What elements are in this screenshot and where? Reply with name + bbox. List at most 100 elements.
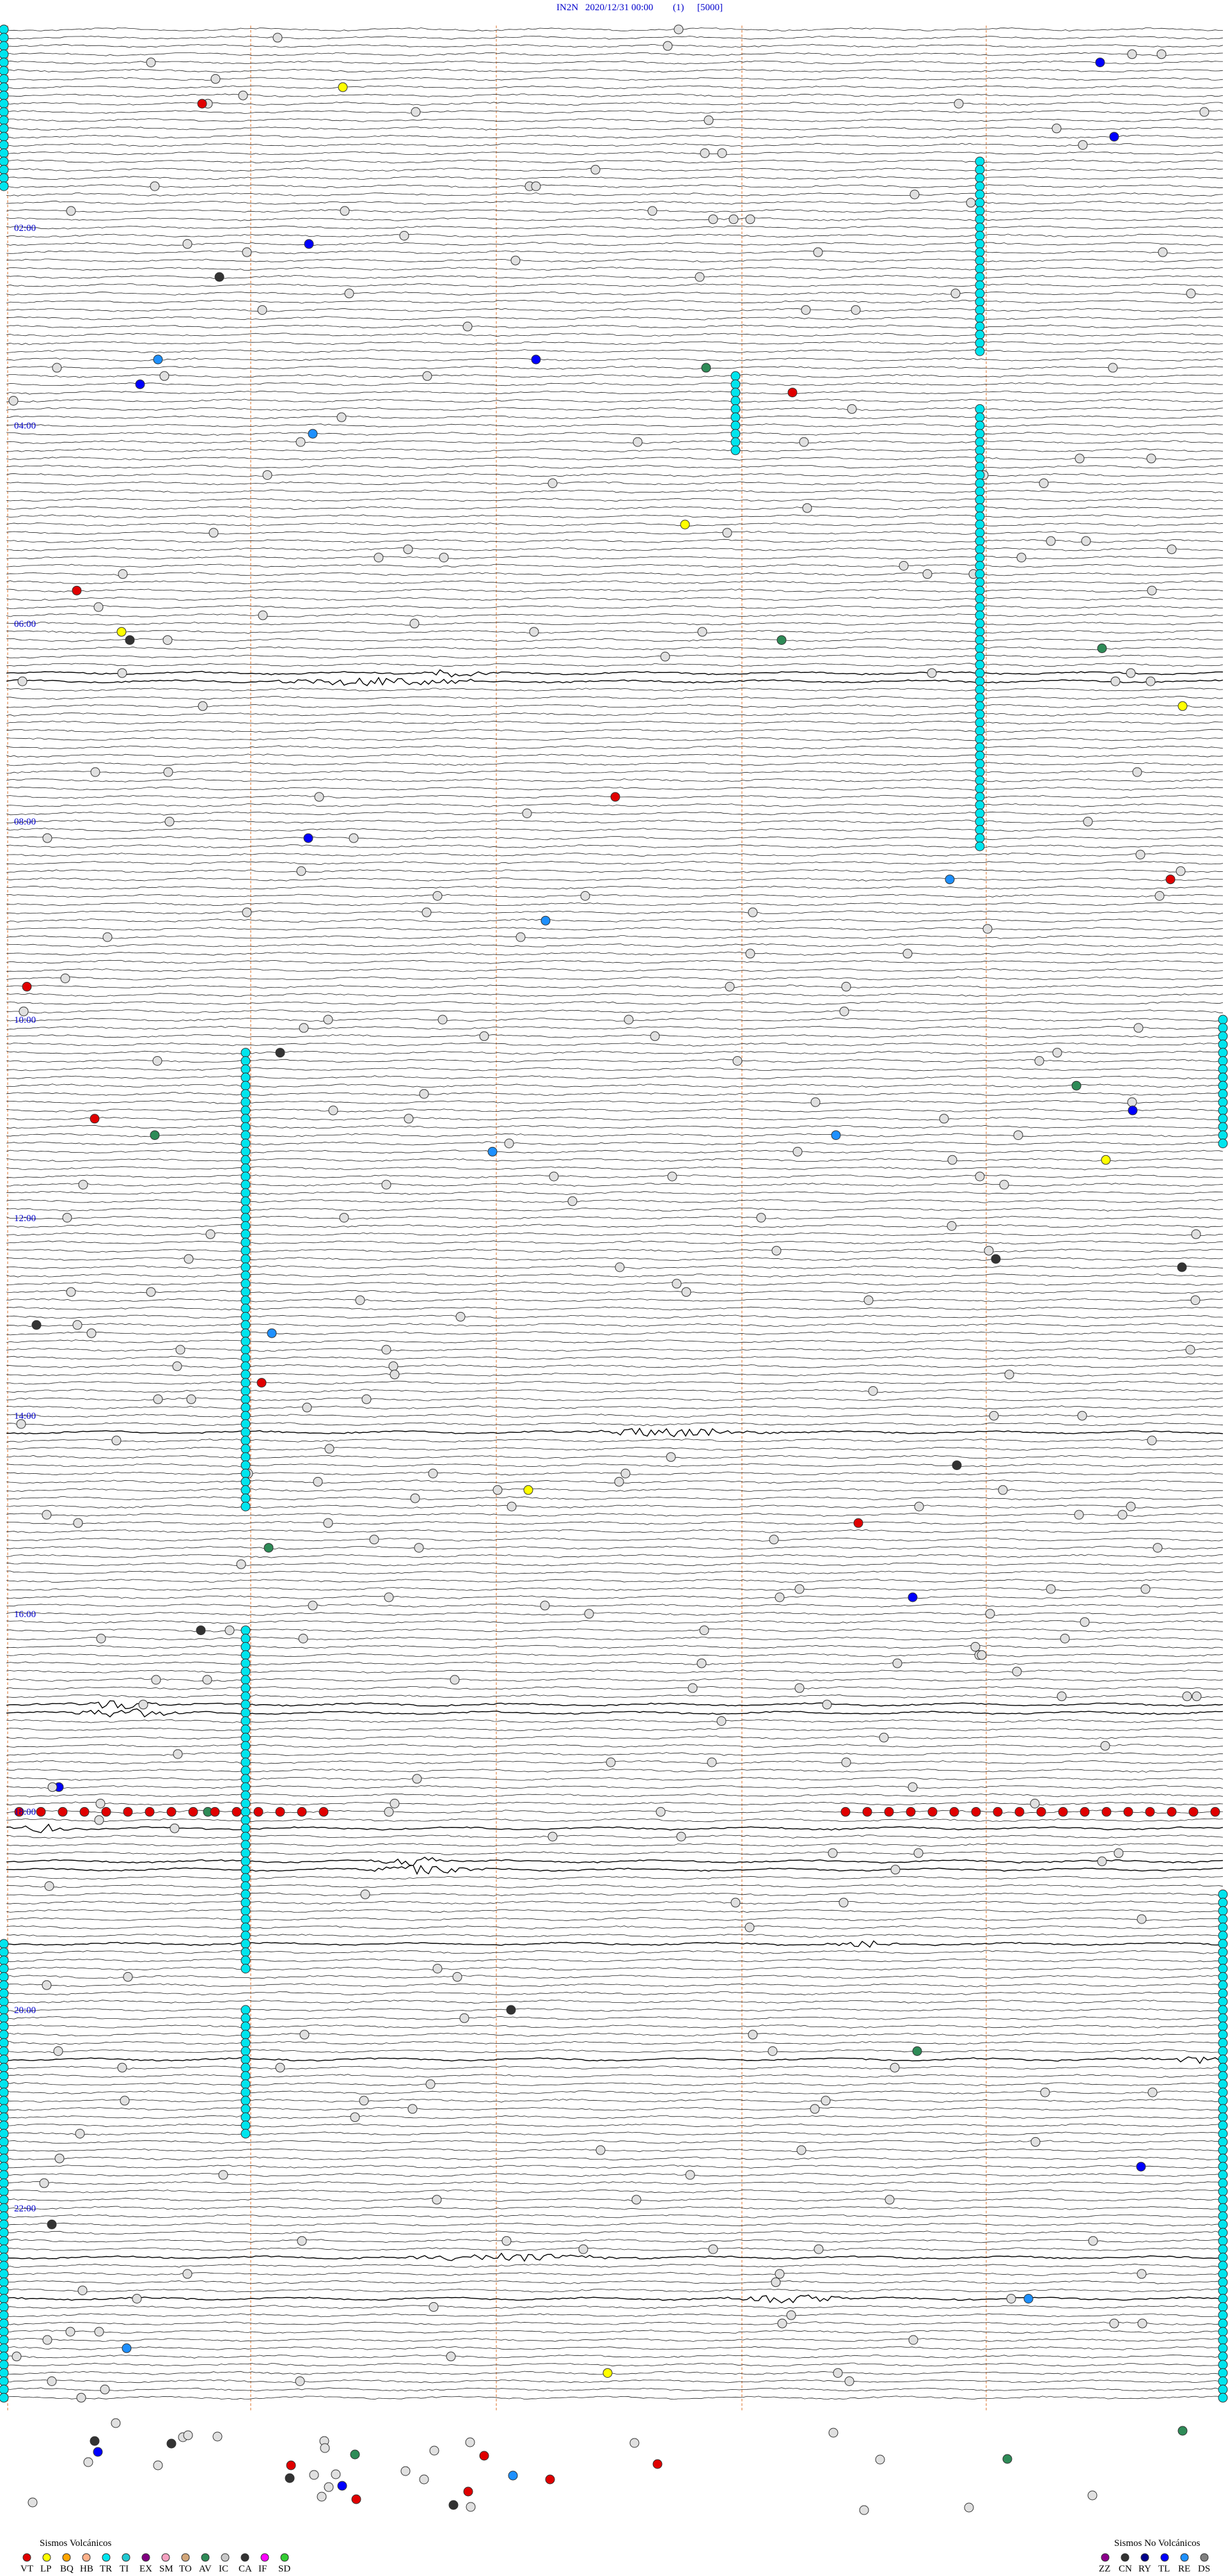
legend-swatch (221, 2553, 230, 2562)
event (0, 107, 9, 117)
event (94, 2327, 104, 2337)
event (58, 1806, 68, 1817)
event (384, 1806, 394, 1817)
trace (6, 2371, 1224, 2375)
trace (6, 1125, 1224, 1129)
event (166, 2438, 177, 2449)
event (240, 1865, 251, 1875)
event (844, 2376, 854, 2386)
event (899, 561, 909, 571)
event (240, 1427, 251, 1437)
event (374, 553, 384, 563)
event (975, 841, 985, 851)
legend-title: Sismos No Volcánicos (1114, 2538, 1200, 2548)
event (975, 511, 985, 521)
event (240, 1419, 251, 1429)
event (1218, 2368, 1228, 2378)
event (409, 619, 420, 629)
trace (6, 1677, 1224, 1682)
event (1218, 2244, 1228, 2254)
event (465, 2437, 475, 2447)
time-label: 22:00 (14, 2204, 36, 2214)
event (93, 2447, 103, 2457)
trace (6, 1422, 1224, 1426)
trace (6, 1397, 1224, 1402)
trace (6, 1339, 1224, 1344)
trace (6, 1414, 1224, 1418)
trace (6, 1645, 1224, 1649)
event (419, 1089, 429, 1099)
event (1127, 49, 1137, 59)
trace (6, 1084, 1224, 1088)
event (320, 2443, 330, 2453)
event (0, 33, 9, 43)
trace (6, 192, 1224, 197)
event (975, 734, 985, 744)
trace (6, 184, 1224, 189)
event (0, 99, 9, 109)
event (0, 2368, 9, 2378)
trace (6, 242, 1224, 246)
event (1058, 1806, 1068, 1817)
event (184, 1254, 194, 1264)
trace (6, 844, 1224, 849)
event (730, 445, 741, 455)
event (28, 2497, 38, 2508)
event (1156, 49, 1167, 59)
event (0, 2195, 9, 2205)
event (975, 651, 985, 661)
event (240, 1691, 251, 1702)
event (240, 1914, 251, 1924)
event (584, 1609, 594, 1619)
event (1218, 1056, 1228, 1066)
event (975, 619, 985, 629)
trace (6, 126, 1224, 130)
legend-code: LP (40, 2564, 52, 2574)
event (975, 346, 985, 356)
event (985, 1609, 995, 1619)
trace (6, 803, 1224, 807)
event (975, 726, 985, 736)
event (975, 825, 985, 835)
event (240, 1213, 251, 1223)
event (892, 1658, 902, 1668)
trace (6, 1290, 1224, 1294)
event (975, 255, 985, 265)
trace (6, 2024, 1224, 2028)
event (42, 2335, 52, 2345)
trace (6, 927, 1224, 931)
event (439, 553, 449, 563)
legend-swatch (1200, 2553, 1209, 2562)
event (1109, 2318, 1119, 2328)
event (862, 1806, 872, 1817)
event (822, 1700, 832, 1710)
event (240, 1823, 251, 1833)
event (506, 2005, 516, 2015)
event (975, 181, 985, 191)
event (1218, 1048, 1228, 1058)
event (975, 305, 985, 315)
event (975, 494, 985, 505)
event (1218, 1972, 1228, 1982)
trace (6, 2106, 1224, 2111)
event (240, 1947, 251, 1957)
legend-swatch (122, 2553, 130, 2562)
time-label: 16:00 (14, 1609, 36, 1620)
trace (6, 580, 1224, 585)
event (794, 1683, 805, 1693)
time-label: 06:00 (14, 619, 36, 629)
trace (6, 638, 1224, 642)
event (240, 2087, 251, 2098)
event (309, 2470, 319, 2480)
trace (6, 1925, 1224, 1930)
event (1218, 2021, 1228, 2032)
event (745, 949, 755, 959)
event (1218, 1139, 1228, 1148)
trace (6, 1727, 1224, 1732)
event (549, 1171, 559, 1181)
trace (6, 2000, 1224, 2004)
event (777, 2318, 787, 2328)
event (166, 1806, 177, 1817)
event (323, 1015, 333, 1025)
event (1218, 2318, 1228, 2328)
